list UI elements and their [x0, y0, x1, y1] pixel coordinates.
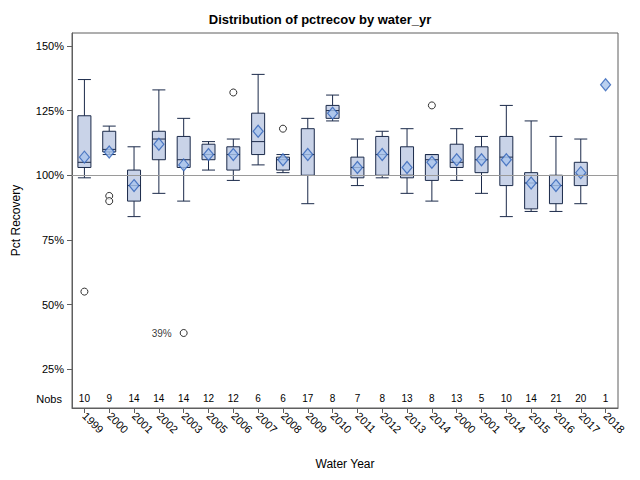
svg-text:2000: 2000 [105, 410, 131, 436]
svg-text:Distribution of pctrecov by wa: Distribution of pctrecov by water_yr [209, 12, 432, 27]
svg-text:8: 8 [379, 393, 385, 404]
svg-text:13: 13 [451, 393, 463, 404]
svg-text:14: 14 [526, 393, 538, 404]
svg-text:Pct Recovery: Pct Recovery [9, 185, 23, 256]
svg-text:2002: 2002 [155, 410, 181, 436]
svg-text:12: 12 [228, 393, 240, 404]
svg-text:2012: 2012 [378, 410, 404, 436]
svg-text:8: 8 [429, 393, 435, 404]
svg-text:7: 7 [355, 393, 361, 404]
svg-text:2008: 2008 [279, 410, 305, 436]
svg-text:39%: 39% [152, 328, 172, 339]
svg-text:2006: 2006 [229, 410, 255, 436]
svg-text:13: 13 [401, 393, 413, 404]
svg-text:2014: 2014 [502, 410, 528, 436]
svg-text:10: 10 [501, 393, 513, 404]
svg-text:21: 21 [550, 393, 562, 404]
svg-text:2015: 2015 [527, 410, 553, 436]
svg-text:5: 5 [479, 393, 485, 404]
svg-text:100%: 100% [36, 169, 64, 181]
svg-text:1999: 1999 [80, 410, 106, 436]
svg-text:20: 20 [575, 393, 587, 404]
svg-text:2009: 2009 [304, 410, 330, 436]
svg-text:2007: 2007 [254, 410, 280, 436]
svg-text:2001: 2001 [477, 410, 503, 436]
svg-text:17: 17 [302, 393, 314, 404]
svg-text:8: 8 [330, 393, 336, 404]
svg-text:12: 12 [203, 393, 215, 404]
svg-text:6: 6 [280, 393, 286, 404]
svg-text:10: 10 [79, 393, 91, 404]
svg-text:25%: 25% [42, 363, 64, 375]
svg-text:150%: 150% [36, 40, 64, 52]
svg-text:2010: 2010 [328, 410, 354, 436]
svg-text:14: 14 [178, 393, 190, 404]
svg-text:Nobs: Nobs [36, 393, 62, 405]
svg-text:14: 14 [128, 393, 140, 404]
svg-text:2000: 2000 [452, 410, 478, 436]
svg-text:2014: 2014 [428, 410, 454, 436]
svg-text:2001: 2001 [130, 410, 156, 436]
svg-text:2013: 2013 [403, 410, 429, 436]
svg-text:2018: 2018 [601, 410, 627, 436]
svg-text:125%: 125% [36, 105, 64, 117]
svg-text:2016: 2016 [552, 410, 578, 436]
svg-text:9: 9 [106, 393, 112, 404]
svg-text:75%: 75% [42, 234, 64, 246]
svg-text:50%: 50% [42, 299, 64, 311]
svg-text:2017: 2017 [577, 410, 603, 436]
svg-text:2005: 2005 [204, 410, 230, 436]
svg-text:Water Year: Water Year [316, 457, 375, 471]
svg-text:14: 14 [153, 393, 165, 404]
svg-text:2011: 2011 [353, 410, 378, 435]
svg-text:6: 6 [255, 393, 261, 404]
svg-text:2003: 2003 [179, 410, 205, 436]
svg-text:1: 1 [603, 393, 609, 404]
